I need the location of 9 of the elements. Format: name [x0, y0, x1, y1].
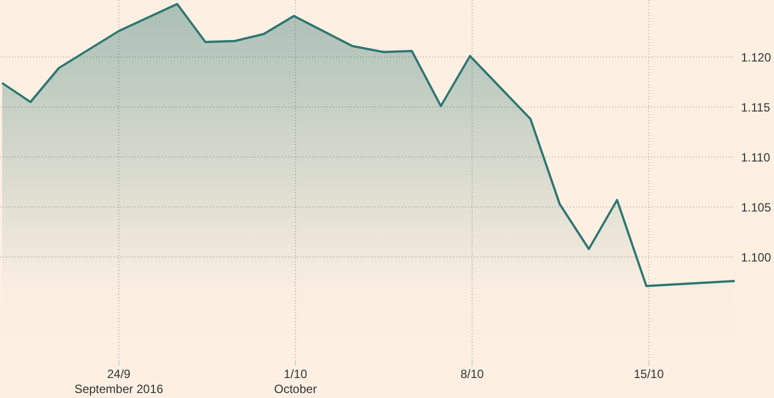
x-tick-label: 1/10 October [274, 367, 317, 396]
y-tick-label: 1.115 [741, 100, 770, 114]
x-tick-label: 8/10 [460, 367, 484, 381]
y-tick-label: 1.100 [741, 250, 772, 264]
x-tick-label: 15/10 [634, 367, 664, 381]
y-tick-label: 1.120 [741, 50, 772, 64]
y-tick-label: 1.110 [741, 150, 770, 164]
x-tick-label: 24/9 September 2016 [74, 367, 164, 396]
y-tick-label: 1.105 [741, 200, 772, 214]
